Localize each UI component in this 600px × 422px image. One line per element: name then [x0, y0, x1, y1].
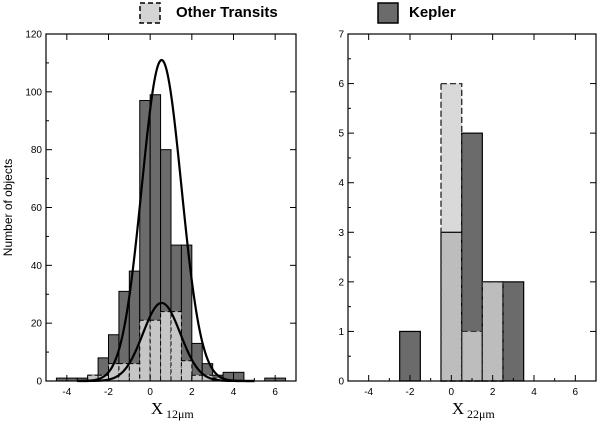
legend-label-other-transits: Other Transits [176, 4, 278, 21]
legend: Other Transits Kepler [139, 2, 456, 24]
x-tick-label: 2 [189, 387, 195, 398]
y-tick-label: 7 [338, 30, 344, 41]
other-transits-bar [160, 311, 172, 382]
y-tick-label: 3 [338, 228, 344, 239]
x-tick-label: 4 [531, 387, 537, 398]
x-tick-label: -4 [364, 387, 373, 398]
kepler-other-overlap-bar [482, 281, 503, 381]
legend-label-kepler: Kepler [409, 4, 456, 21]
y-tick-label: 100 [25, 87, 42, 98]
x-tick-label: 2 [490, 387, 496, 398]
kepler-gaussian-fit [77, 58, 255, 383]
y-tick-label: 0 [338, 377, 344, 388]
other-transits-bar [191, 374, 203, 382]
x-axis-label-subscript: 22μm [467, 407, 495, 421]
y-axis-label: Number of objects [1, 159, 15, 256]
x-tick-label: 6 [573, 387, 579, 398]
x-tick-label: 6 [272, 387, 278, 398]
y-tick-label: 2 [338, 277, 344, 288]
x-axis-label-subscript: 12μm [166, 407, 194, 421]
other-transits-bar [139, 319, 151, 382]
y-tick-label: 5 [338, 129, 344, 140]
x-axis-label: X [452, 399, 464, 418]
other-transits-bar [118, 363, 130, 382]
y-tick-label: 20 [31, 319, 43, 330]
kepler-other-overlap-bar [441, 232, 462, 381]
other-transits-bar [180, 360, 193, 382]
kepler-bar [503, 281, 524, 381]
legend-swatch-other-transits [139, 2, 161, 24]
y-tick-label: 1 [338, 327, 344, 338]
x-tick-label: -4 [62, 387, 71, 398]
y-tick-label: 0 [36, 377, 42, 388]
right-panel-w4-histogram: -4 -2 0 2 4 6 0 1 2 3 4 5 6 7 X 22μm [338, 30, 597, 421]
x-tick-label: -2 [104, 387, 113, 398]
y-tick-label: 80 [31, 145, 43, 156]
kepler-bar [461, 133, 483, 332]
x-tick-label: 0 [449, 387, 455, 398]
x-axis-label: X [151, 399, 163, 418]
y-tick-label: 60 [31, 203, 43, 214]
y-tick-label: 4 [338, 178, 344, 189]
x-tick-label: 4 [231, 387, 237, 398]
y-tick-label: 40 [31, 261, 43, 272]
kepler-bar [399, 331, 421, 381]
other-transits-bar [149, 319, 162, 382]
legend-swatch-kepler [377, 2, 399, 24]
y-tick-label: 6 [338, 79, 344, 90]
other-transits-bar [128, 363, 141, 382]
x-tick-label: 0 [147, 387, 153, 398]
x-tick-label: -2 [406, 387, 415, 398]
kepler-other-overlap-bar [461, 331, 483, 381]
y-tick-label: 120 [25, 30, 42, 41]
other-transits-bar [108, 363, 120, 382]
